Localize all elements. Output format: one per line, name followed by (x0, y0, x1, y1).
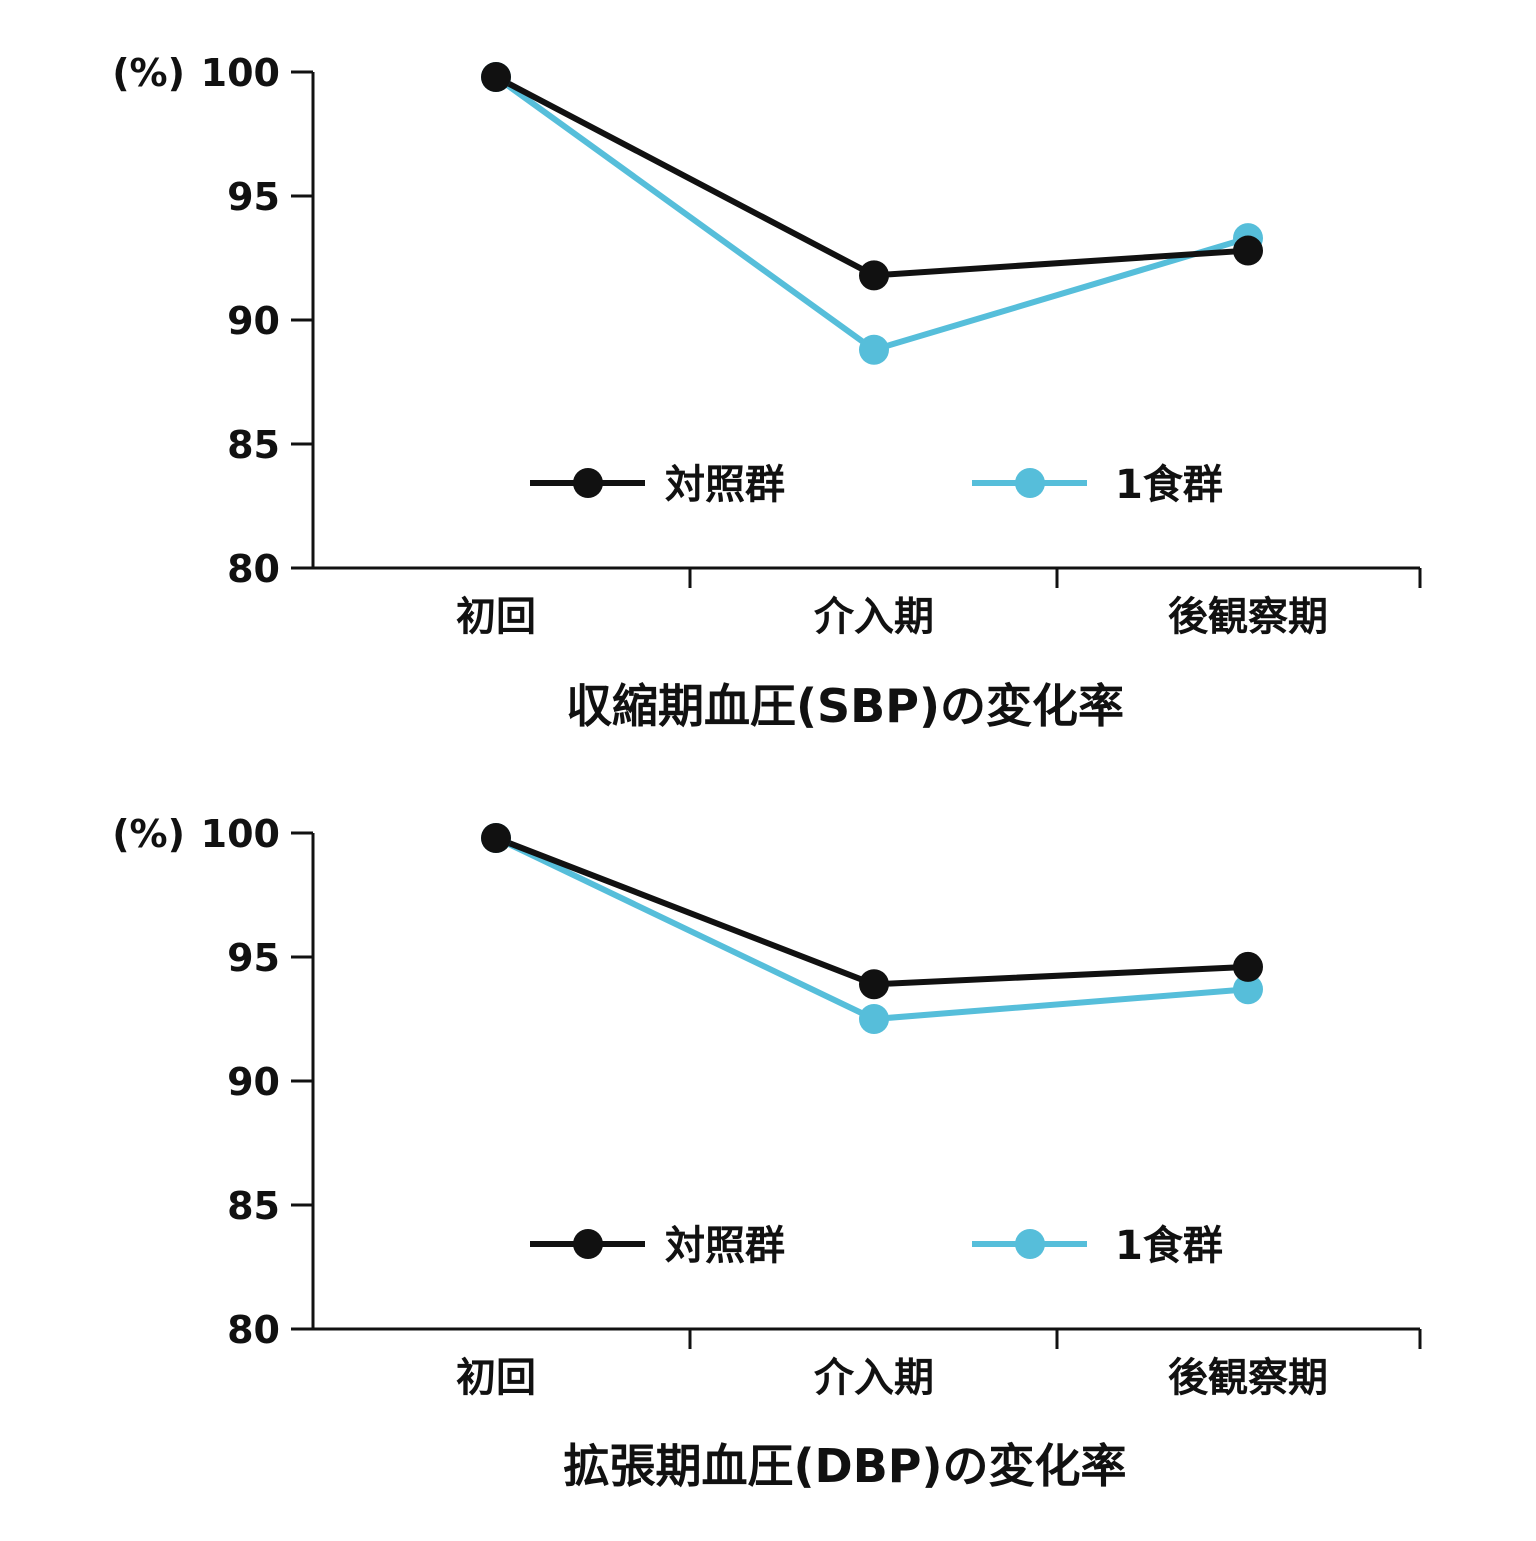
legend-label: 対照群 (665, 462, 785, 508)
y-tick-label: 85 (227, 1184, 280, 1228)
x-tick-label: 初回 (456, 1355, 536, 1401)
y-tick-label: 95 (227, 936, 280, 980)
data-point (859, 969, 889, 1000)
series-line (494, 835, 1249, 988)
series-line (494, 74, 1249, 279)
data-point (859, 334, 889, 365)
x-tick-label: 介入期 (814, 594, 934, 640)
data-point (1233, 974, 1263, 1005)
y-tick-label: 90 (227, 299, 280, 343)
y-tick-label: 100 (201, 812, 280, 856)
y-unit-label: (%) (112, 51, 185, 95)
series-line (494, 74, 1249, 353)
data-point (1233, 235, 1263, 266)
x-tick-label: 介入期 (814, 1355, 934, 1401)
data-point (859, 1004, 889, 1034)
legend-marker (1015, 468, 1045, 498)
chart-title: 収縮期血圧(SBP)の変化率 (566, 679, 1124, 733)
legend-marker (1015, 1229, 1045, 1259)
y-tick-label: 80 (227, 547, 280, 591)
x-tick-label: 後観察期 (1168, 594, 1328, 640)
legend-label: 1食群 (1115, 1223, 1223, 1269)
legend-marker (573, 1229, 603, 1259)
data-point (859, 260, 889, 291)
legend-label: 1食群 (1115, 462, 1223, 508)
y-tick-label: 80 (227, 1308, 280, 1352)
chart-title: 拡張期血圧(DBP)の変化率 (563, 1439, 1126, 1493)
y-tick-label: 90 (227, 1060, 280, 1104)
legend-marker (573, 468, 603, 498)
data-point (1233, 951, 1263, 982)
data-point (481, 61, 511, 92)
y-tick-label: 95 (227, 175, 280, 219)
y-tick-label: 100 (201, 51, 280, 95)
data-point (481, 822, 511, 853)
legend-label: 対照群 (665, 1223, 785, 1269)
y-unit-label: (%) (112, 812, 185, 856)
y-tick-label: 85 (227, 423, 280, 467)
x-tick-label: 後観察期 (1168, 1355, 1328, 1401)
x-tick-label: 初回 (456, 594, 536, 640)
